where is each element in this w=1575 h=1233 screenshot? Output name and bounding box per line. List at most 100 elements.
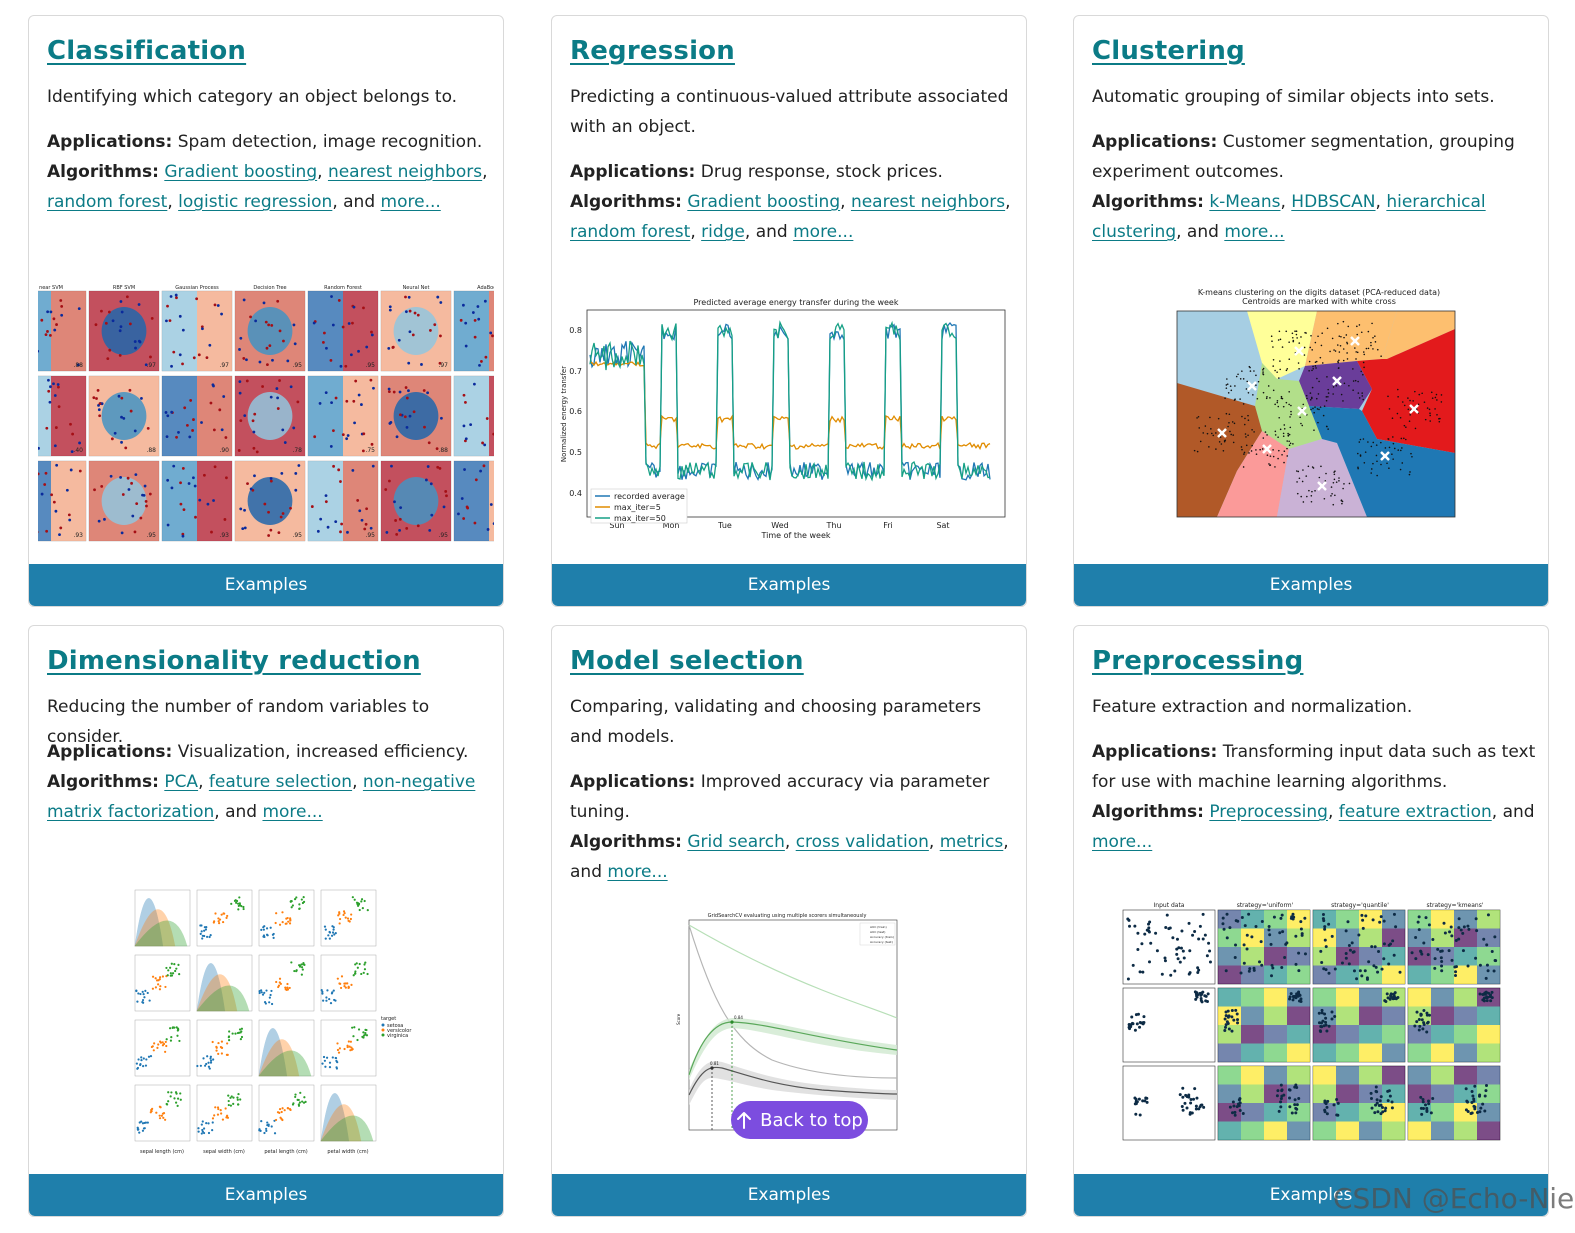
algorithm-link[interactable]: nearest neighbors	[327, 162, 483, 182]
x-tick: Wed	[771, 521, 788, 530]
card-meta: Applications: Drug response, stock price…	[570, 162, 1011, 242]
algorithm-link[interactable]: logistic regression	[178, 192, 333, 212]
svg-text:.97: .97	[438, 362, 448, 369]
column-title: strategy='uniform'	[1237, 902, 1294, 909]
examples-button[interactable]: Examples	[552, 1174, 1026, 1216]
svg-text:.95: .95	[438, 532, 448, 539]
svg-text:.95: .95	[146, 532, 156, 539]
and-text: , and	[1176, 222, 1219, 242]
algorithm-link[interactable]: ridge	[701, 222, 745, 242]
arrow-up-icon	[737, 1112, 752, 1129]
applications-text: Transforming input data such as text for…	[1092, 742, 1536, 792]
examples-button[interactable]: Examples	[29, 564, 503, 606]
legend-item: recorded average	[614, 492, 685, 501]
card-description: Feature extraction and normalization.	[1092, 697, 1413, 717]
column-title: Random Forest	[324, 285, 362, 291]
examples-button[interactable]: Examples	[1074, 564, 1548, 606]
plot-title: K-means clustering on the digits dataset…	[1198, 288, 1440, 297]
card-meta: Applications: Improved accuracy via para…	[570, 772, 1009, 882]
more-link[interactable]: more...	[262, 802, 323, 822]
column-title: Input data	[1154, 902, 1185, 909]
card-title: Model selection	[570, 646, 804, 676]
algorithm-link[interactable]: Gradient boosting	[164, 162, 318, 182]
algorithm-link[interactable]: non-negative matrix factorization	[47, 772, 476, 822]
card-title-link[interactable]: Clustering	[1092, 36, 1245, 66]
legend-item: virginica	[387, 1033, 408, 1039]
algorithm-link[interactable]: hierarchical clustering	[1092, 192, 1486, 242]
card-meta: Applications: Customer segmentation, gro…	[1092, 132, 1515, 242]
algorithms-label: Algorithms:	[1092, 802, 1204, 822]
svg-text:.40: .40	[73, 447, 83, 454]
card-title-link[interactable]: Classification	[47, 36, 247, 66]
svg-text:.93: .93	[73, 532, 83, 539]
discretization-figure: Input data strategy='uniform' strategy='…	[1122, 900, 1504, 1146]
legend-title: target	[381, 1016, 396, 1022]
svg-text:.78: .78	[292, 447, 302, 454]
algorithm-link[interactable]: random forest	[570, 222, 691, 242]
svg-text:.75: .75	[365, 447, 375, 454]
card-title: Preprocessing	[1092, 646, 1303, 676]
applications-label: Applications:	[47, 742, 173, 762]
energy-transfer-figure: Predicted average energy transfer during…	[560, 296, 1010, 544]
legend-item: Accuracy (train)	[870, 935, 894, 939]
examples-button[interactable]: Examples	[1074, 1174, 1548, 1216]
algorithm-link[interactable]: cross validation	[795, 832, 929, 852]
svg-text:.95: .95	[292, 532, 302, 539]
back-to-top-button[interactable]: Back to top	[731, 1101, 868, 1139]
kmeans-plot: K-means clustering on the digits dataset…	[1176, 288, 1456, 518]
algorithms-label: Algorithms:	[47, 772, 159, 792]
card-meta: Applications: Spam detection, image reco…	[47, 132, 488, 212]
more-link[interactable]: more...	[1092, 832, 1153, 852]
energy-transfer-plot: Predicted average energy transfer during…	[560, 298, 1006, 540]
examples-button[interactable]: Examples	[552, 564, 1026, 606]
x-tick: Sat	[936, 521, 949, 530]
card-description: Identifying which category an object bel…	[47, 87, 458, 107]
algorithms-label: Algorithms:	[47, 162, 159, 182]
algorithm-link[interactable]: Grid search	[687, 832, 785, 852]
gridsearch-plot: GridSearchCV evaluating using multiple s…	[676, 913, 898, 1131]
card-meta: Applications: Transforming input data su…	[1092, 742, 1536, 852]
algorithm-link[interactable]: Gradient boosting	[687, 192, 841, 212]
legend-item: Accuracy (test)	[870, 940, 893, 944]
more-link[interactable]: more...	[793, 222, 854, 242]
card-description: Automatic grouping of similar objects in…	[1092, 87, 1495, 107]
algorithms-label: Algorithms:	[1092, 192, 1204, 212]
svg-text:.93: .93	[219, 532, 229, 539]
more-link[interactable]: more...	[1224, 222, 1285, 242]
applications-label: Applications:	[570, 772, 696, 792]
algorithm-link[interactable]: random forest	[47, 192, 168, 212]
algorithm-link[interactable]: nearest neighbors	[850, 192, 1006, 212]
more-link[interactable]: more...	[380, 192, 441, 212]
algorithm-link[interactable]: k-Means	[1209, 192, 1281, 212]
algorithm-link[interactable]: metrics	[939, 832, 1004, 852]
algorithm-link[interactable]: HDBSCAN	[1291, 192, 1376, 212]
card-title-link[interactable]: Dimensionality reduction	[47, 646, 421, 676]
plot-title: Predicted average energy transfer during…	[694, 298, 899, 307]
discretization-plot: Input data strategy='uniform' strategy='…	[1122, 902, 1501, 1141]
and-text: , and	[1491, 802, 1535, 822]
legend-item: versicolor	[387, 1028, 412, 1034]
x-axis-label: sepal width (cm)	[203, 1149, 245, 1155]
x-tick: Sun	[609, 521, 624, 530]
legend-item: max_iter=5	[614, 503, 661, 512]
card-title-link[interactable]: Model selection	[570, 646, 804, 676]
and-text: , and	[214, 802, 258, 822]
x-axis-label: Time of the week	[760, 531, 830, 540]
card-dimensionality-reduction: Dimensionality reduction Reducing the nu…	[28, 625, 504, 1217]
x-axis-label: petal length (cm)	[264, 1149, 307, 1155]
more-link[interactable]: more...	[607, 862, 668, 882]
applications-text: Spam detection, image recognition.	[177, 132, 483, 152]
and-text: , and	[332, 192, 376, 212]
card-title-link[interactable]: Regression	[570, 36, 735, 66]
card-title: Regression	[570, 36, 735, 66]
applications-label: Applications:	[47, 132, 173, 152]
algorithm-link[interactable]: Preprocessing	[1209, 802, 1328, 822]
x-axis-label: sepal length (cm)	[140, 1149, 184, 1155]
algorithm-link[interactable]: PCA	[164, 772, 199, 792]
examples-button[interactable]: Examples	[29, 1174, 503, 1216]
algorithm-link[interactable]: feature extraction	[1338, 802, 1492, 822]
algorithm-link[interactable]: feature selection	[208, 772, 353, 792]
column-title: strategy='kmeans'	[1427, 902, 1484, 909]
card-title-link[interactable]: Preprocessing	[1092, 646, 1304, 676]
legend-item: max_iter=50	[614, 514, 666, 523]
